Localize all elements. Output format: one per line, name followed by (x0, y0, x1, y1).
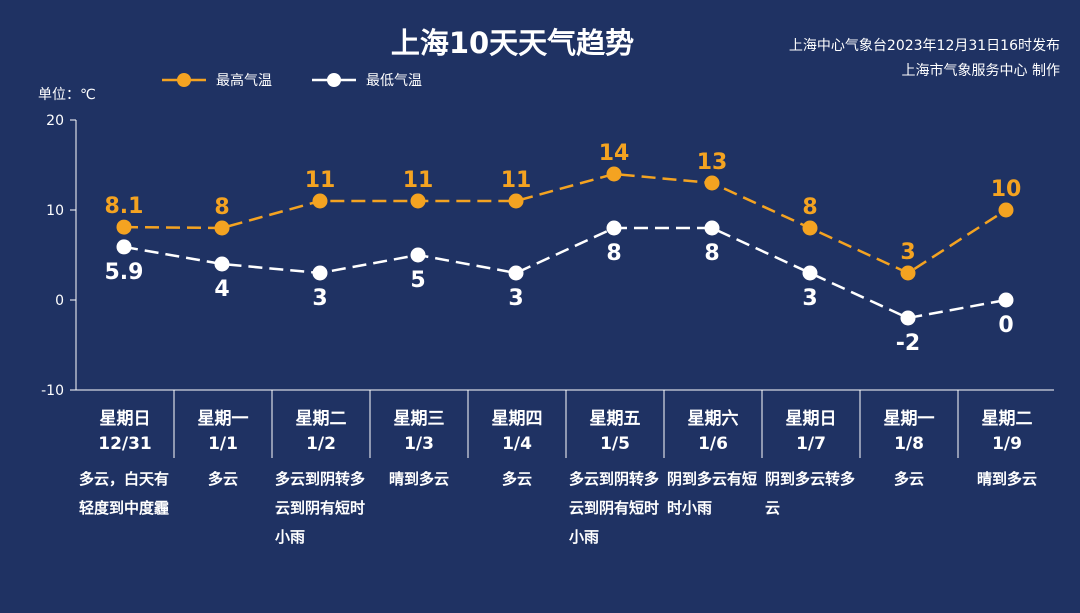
low-value-label: -2 (896, 331, 920, 356)
high-value-label: 8 (802, 195, 817, 220)
weekday-label: 星期一 (197, 409, 249, 429)
weekday-label: 星期六 (687, 409, 739, 429)
weather-condition: 多云到阴转多云到阴有短时小雨 (569, 470, 660, 546)
high-value-label: 11 (403, 168, 434, 193)
legend-low-marker-icon (312, 73, 356, 87)
y-tick-label: 10 (46, 203, 64, 219)
low-temperature-line (123, 226, 1007, 320)
low-value-label: 5 (410, 268, 425, 293)
high-value-label: 13 (697, 150, 728, 175)
high-point (214, 220, 230, 236)
y-tick-label: 0 (55, 293, 64, 309)
high-value-label: 14 (599, 141, 630, 166)
low-point (704, 220, 720, 236)
low-value-label: 4 (214, 277, 229, 302)
weather-condition: 晴到多云 (976, 470, 1037, 488)
low-value-label: 8 (606, 241, 621, 266)
low-point (116, 239, 132, 255)
low-value-label: 5.9 (105, 260, 144, 285)
high-point (802, 220, 818, 236)
weather-condition: 晴到多云 (388, 470, 449, 488)
weather-condition: 阴到多云有短时小雨 (667, 470, 758, 517)
weather-condition: 多云 (893, 470, 924, 488)
high-value-label: 11 (501, 168, 532, 193)
legend-low-label: 最低气温 (366, 73, 422, 89)
y-tick-label: 20 (46, 113, 64, 129)
low-point (900, 310, 916, 326)
weather-condition: 多云 (501, 470, 532, 488)
high-point (410, 193, 426, 209)
weather-condition: 多云 (207, 470, 238, 488)
weather-condition: 多云，白天有轻度到中度霾 (79, 470, 170, 517)
low-point (998, 292, 1014, 308)
low-point (606, 220, 622, 236)
date-label: 1/6 (698, 434, 728, 454)
weekday-label: 星期日 (99, 409, 151, 429)
low-value-label: 3 (312, 286, 327, 311)
date-label: 1/5 (600, 434, 630, 454)
high-value-label: 8 (214, 195, 229, 220)
high-point (704, 175, 720, 191)
weekday-label: 星期二 (295, 409, 347, 429)
low-value-label: 3 (508, 286, 523, 311)
legend-high-label: 最高气温 (216, 73, 272, 89)
weekday-label: 星期三 (393, 409, 445, 429)
date-label: 1/2 (306, 434, 336, 454)
low-point (312, 265, 328, 281)
high-value-label: 10 (991, 177, 1022, 202)
high-point (606, 166, 622, 182)
high-point (900, 265, 916, 281)
low-point (410, 247, 426, 263)
legend-low: 最低气温 (312, 70, 422, 90)
high-point (998, 202, 1014, 218)
weekday-label: 星期一 (883, 409, 935, 429)
high-value-label: 3 (900, 240, 915, 265)
weekday-label: 星期二 (981, 409, 1033, 429)
high-value-label: 8.1 (105, 194, 144, 219)
high-point (312, 193, 328, 209)
high-point (508, 193, 524, 209)
weather-condition: 阴到多云转多云 (765, 470, 856, 517)
high-temperature-line (123, 172, 1007, 275)
source-line-1: 上海中心气象台2023年12月31日16时发布 (788, 38, 1060, 54)
weekday-label: 星期日 (785, 409, 837, 429)
high-value-label: 11 (305, 168, 336, 193)
date-label: 1/1 (208, 434, 238, 454)
unit-label: 单位：℃ (38, 87, 96, 103)
date-label: 1/3 (404, 434, 434, 454)
date-label: 1/9 (992, 434, 1022, 454)
source-info: 上海中心气象台2023年12月31日16时发布 上海市气象服务中心 制作 (789, 34, 1060, 84)
legend-high: 最高气温 (162, 70, 272, 90)
low-point (214, 256, 230, 272)
date-label: 1/7 (796, 434, 826, 454)
low-value-label: 0 (998, 313, 1013, 338)
weather-condition: 多云到阴转多云到阴有短时小雨 (275, 470, 366, 546)
legend-high-marker-icon (162, 73, 206, 87)
low-value-label: 8 (704, 241, 719, 266)
source-line-2: 上海市气象服务中心 制作 (901, 63, 1060, 79)
weekday-label: 星期五 (589, 409, 641, 429)
low-point (802, 265, 818, 281)
date-label: 1/4 (502, 434, 532, 454)
high-point (116, 219, 132, 235)
weekday-label: 星期四 (491, 409, 543, 429)
low-value-label: 3 (802, 286, 817, 311)
chart-title: 上海10天天气趋势 (390, 26, 635, 60)
date-label: 12/31 (98, 434, 152, 454)
y-tick-label: -10 (41, 383, 64, 399)
date-label: 1/8 (894, 434, 924, 454)
low-point (508, 265, 524, 281)
